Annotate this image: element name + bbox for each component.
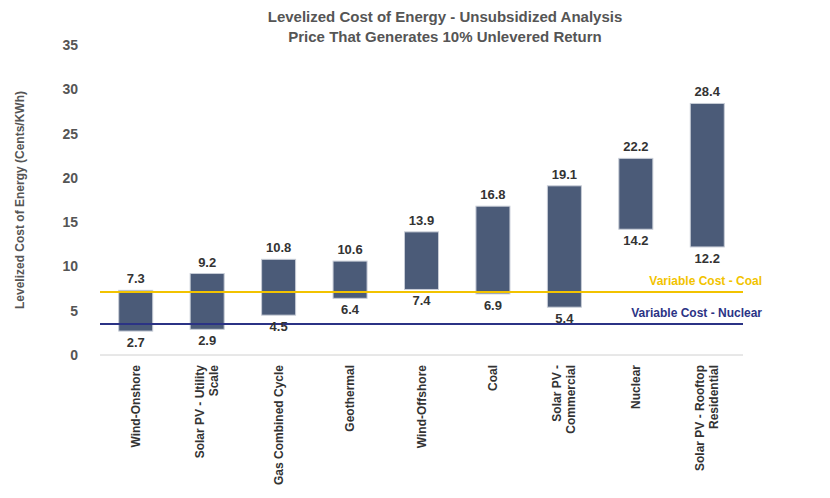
y-tick	[84, 177, 88, 178]
y-tick	[84, 89, 88, 90]
x-tick-label-line: Scale	[207, 365, 221, 397]
y-tick	[84, 133, 88, 134]
y-axis-label: Levelized Cost of Energy (Cents/KWh)	[13, 91, 27, 309]
range-bar	[262, 259, 296, 315]
x-tick-label-line: Nuclear	[629, 365, 643, 409]
data-label-high: 28.4	[695, 84, 721, 99]
data-label-high: 19.1	[552, 167, 577, 182]
y-tick-label: 30	[62, 81, 78, 97]
data-label-low: 6.9	[484, 298, 502, 313]
y-tick-label: 0	[70, 347, 78, 363]
data-label-low: 5.4	[555, 311, 574, 326]
data-label-high: 9.2	[198, 255, 216, 270]
x-tick-label-line: Solar PV -	[550, 365, 564, 422]
range-bar	[405, 232, 439, 290]
y-tick-label: 35	[62, 37, 78, 53]
x-axis-line	[100, 355, 743, 356]
x-tick-label: Nuclear	[629, 365, 643, 409]
y-tick	[84, 355, 88, 356]
x-tick-label-line: Gas Combined Cycle	[272, 365, 286, 485]
data-label-low: 12.2	[695, 251, 720, 266]
range-bar	[547, 186, 581, 307]
y-tick	[84, 45, 88, 46]
marks	[100, 103, 743, 331]
data-label-low: 6.4	[341, 302, 360, 317]
x-tick-label-line: Wind-Onshore	[129, 365, 143, 448]
x-tick-label-line: Coal	[486, 365, 500, 391]
y-tick	[84, 222, 88, 223]
y-tick-label: 10	[62, 258, 78, 274]
reference-line	[100, 323, 743, 325]
y-tick-label: 25	[62, 126, 78, 142]
data-label-low: 2.9	[198, 333, 216, 348]
y-tick-label: 5	[70, 303, 78, 319]
x-tick-label-line: Wind-Offshore	[415, 365, 429, 449]
x-tick-label-line: Residential	[707, 365, 721, 429]
x-tick-label: Solar PV - RooftopResidential	[693, 365, 721, 471]
data-label-low: 2.7	[127, 335, 145, 350]
data-label-low: 7.4	[412, 293, 431, 308]
x-tick-label: Wind-Offshore	[415, 365, 429, 449]
data-label-high: 10.6	[337, 242, 362, 257]
x-tick-label: Coal	[486, 365, 500, 391]
range-bar	[190, 274, 224, 330]
y-tick	[84, 310, 88, 311]
reference-line-label: Variable Cost - Coal	[649, 274, 762, 288]
x-tick-label-line: Geothermal	[343, 365, 357, 432]
y-tick	[84, 266, 88, 267]
range-bar	[690, 103, 724, 246]
range-bar	[619, 158, 653, 229]
data-label-high: 22.2	[623, 139, 648, 154]
range-bar	[476, 206, 510, 294]
y-tick-label: 20	[62, 170, 78, 186]
x-tick-label: Gas Combined Cycle	[272, 365, 286, 485]
x-tick-label: Solar PV - UtilityScale	[193, 365, 221, 459]
data-label-high: 7.3	[127, 271, 145, 286]
data-label-low: 4.5	[270, 319, 288, 334]
x-tick-label: Wind-Onshore	[129, 365, 143, 448]
x-tick-label-line: Solar PV - Utility	[193, 365, 207, 459]
chart: Levelized Cost of Energy - Unsubsidized …	[0, 0, 830, 498]
reference-line-label: Variable Cost - Nuclear	[631, 306, 762, 320]
data-label-high: 13.9	[409, 213, 434, 228]
data-label-low: 14.2	[623, 233, 648, 248]
x-tick-label: Solar PV -Commercial	[550, 365, 578, 434]
data-label-high: 10.8	[266, 240, 291, 255]
x-tick-label: Geothermal	[343, 365, 357, 432]
x-tick-label-line: Solar PV - Rooftop	[693, 365, 707, 471]
subtitle: Price That Generates 10% Unlevered Retur…	[288, 28, 601, 45]
data-label-high: 16.8	[480, 187, 505, 202]
x-tick-label-line: Commercial	[564, 365, 578, 434]
title: Levelized Cost of Energy - Unsubsidized …	[268, 8, 623, 25]
y-tick-label: 15	[62, 214, 78, 230]
